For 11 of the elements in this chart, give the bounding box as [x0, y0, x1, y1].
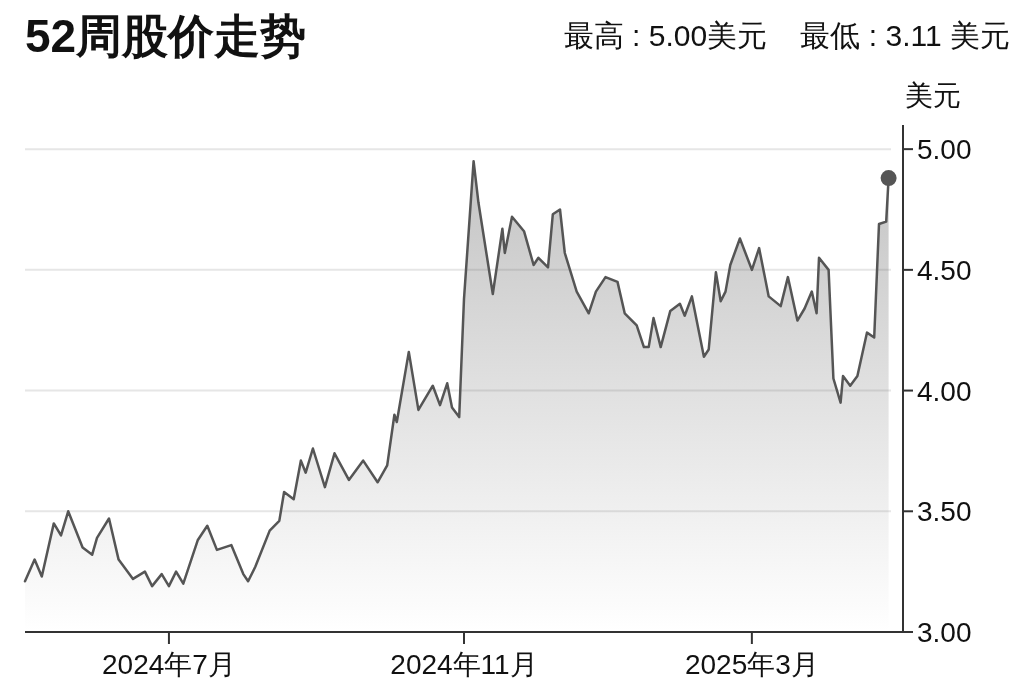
- x-tick-label: 2024年11月: [390, 649, 538, 680]
- y-tick-label: 4.50: [917, 254, 972, 286]
- x-tick-label: 2025年3月: [684, 649, 819, 680]
- y-tick-label: 5.00: [917, 134, 972, 166]
- x-tick-label: 2024年7月: [102, 649, 236, 680]
- y-axis-title: 美元: [905, 80, 961, 111]
- chart-title: 52周股价走势: [25, 10, 307, 62]
- chart-subtitle: 最高 : 5.00美元 最低 : 3.11 美元: [563, 19, 1010, 52]
- y-tick-label: 3.00: [917, 617, 972, 648]
- y-tick-label: 4.00: [917, 375, 972, 407]
- y-tick-label: 3.50: [917, 496, 972, 528]
